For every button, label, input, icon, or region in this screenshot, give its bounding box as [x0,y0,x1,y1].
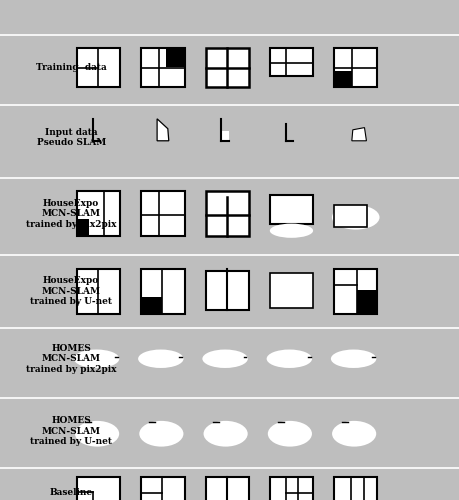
Text: HouseExpo
MCN-SLAM
trained by U-net: HouseExpo MCN-SLAM trained by U-net [30,276,112,306]
Ellipse shape [332,205,380,230]
Ellipse shape [139,421,184,446]
Bar [270,194,313,224]
Bar [357,290,376,314]
Bar [141,192,185,236]
Text: HouseExpo
MCN-SLAM
trained by pix2pix: HouseExpo MCN-SLAM trained by pix2pix [26,199,117,228]
Ellipse shape [332,421,376,446]
Ellipse shape [268,421,312,446]
Ellipse shape [331,350,376,368]
Ellipse shape [138,350,184,368]
Ellipse shape [267,350,312,368]
Bar [141,269,185,314]
Polygon shape [157,119,169,141]
Ellipse shape [202,350,248,368]
Bar [77,219,89,236]
Bar [334,477,377,500]
Bar [206,192,249,236]
Bar [77,269,120,314]
Bar [141,296,162,314]
Bar [334,48,377,88]
Bar [77,48,120,88]
Ellipse shape [74,350,119,368]
Bar [221,131,229,141]
Bar [77,192,120,236]
Ellipse shape [270,224,313,238]
Polygon shape [352,128,366,141]
Bar [334,269,377,314]
Text: HOMES
MCN-SLAM
trained by U-net: HOMES MCN-SLAM trained by U-net [30,416,112,446]
Bar [206,48,249,88]
Bar [206,270,249,310]
Bar [270,477,313,500]
Bar [167,48,184,66]
Bar [141,48,185,88]
Ellipse shape [75,421,119,446]
Text: Training  data: Training data [36,63,106,72]
Text: HOMES
MCN-SLAM
trained by pix2pix: HOMES MCN-SLAM trained by pix2pix [26,344,117,374]
Ellipse shape [203,421,248,446]
Text: Input data
Pseudo SLAM: Input data Pseudo SLAM [37,128,106,147]
Bar [270,274,313,308]
Bar [206,477,249,500]
Bar [270,48,313,76]
Bar [334,70,352,88]
Bar [141,477,185,500]
Text: Baseline: Baseline [50,488,93,497]
Bar [77,477,120,500]
Bar [334,205,367,227]
